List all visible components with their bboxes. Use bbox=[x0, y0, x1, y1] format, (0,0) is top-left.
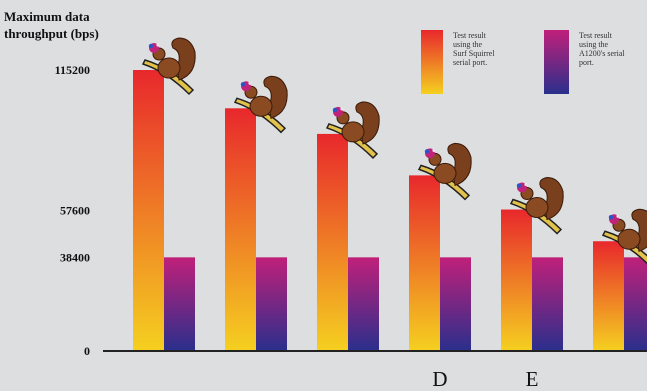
squirrel-icon bbox=[509, 177, 564, 235]
squirrel-icon bbox=[417, 142, 472, 201]
y-tick-label: 0 bbox=[84, 344, 90, 358]
bar-a1200 bbox=[348, 257, 379, 351]
y-tick-label: 57600 bbox=[60, 204, 90, 218]
bar-a1200 bbox=[624, 257, 647, 351]
legend: Test result using the Surf Squirrel seri… bbox=[421, 30, 627, 94]
squirrel-icon bbox=[141, 37, 196, 96]
y-axis-label-line-1: Maximum data bbox=[4, 9, 90, 24]
bar-surf-squirrel bbox=[409, 175, 440, 351]
legend-label-a1200: Test result using the A1200's serial por… bbox=[579, 31, 627, 67]
legend-swatch-surf bbox=[421, 30, 443, 94]
bar-surf-squirrel bbox=[501, 209, 532, 351]
bars bbox=[133, 70, 647, 351]
y-axis-ticks: 0 38400 57600 115200 bbox=[55, 63, 90, 358]
legend-label-surf: Test result using the Surf Squirrel seri… bbox=[453, 31, 497, 67]
squirrel-icon bbox=[325, 101, 380, 159]
bar-surf-squirrel bbox=[133, 70, 164, 351]
y-tick-label: 115200 bbox=[55, 63, 90, 77]
squirrel-icon bbox=[601, 208, 647, 265]
category-label: E bbox=[526, 367, 539, 391]
bar-a1200 bbox=[256, 257, 287, 351]
legend-swatch-a1200 bbox=[544, 30, 569, 94]
bar-a1200 bbox=[440, 257, 471, 351]
bar-a1200 bbox=[164, 257, 195, 351]
y-axis-label-line-2: throughput (bps) bbox=[4, 26, 99, 41]
squirrel-icon bbox=[233, 75, 288, 134]
bar-surf-squirrel bbox=[317, 133, 348, 351]
bar-surf-squirrel bbox=[593, 241, 624, 351]
category-label: D bbox=[432, 367, 447, 391]
y-tick-label: 38400 bbox=[60, 250, 90, 264]
bar-a1200 bbox=[532, 257, 563, 351]
y-axis-label: Maximum data throughput (bps) bbox=[4, 9, 99, 41]
bar-surf-squirrel bbox=[225, 108, 256, 351]
squirrel-decorations bbox=[141, 37, 647, 265]
